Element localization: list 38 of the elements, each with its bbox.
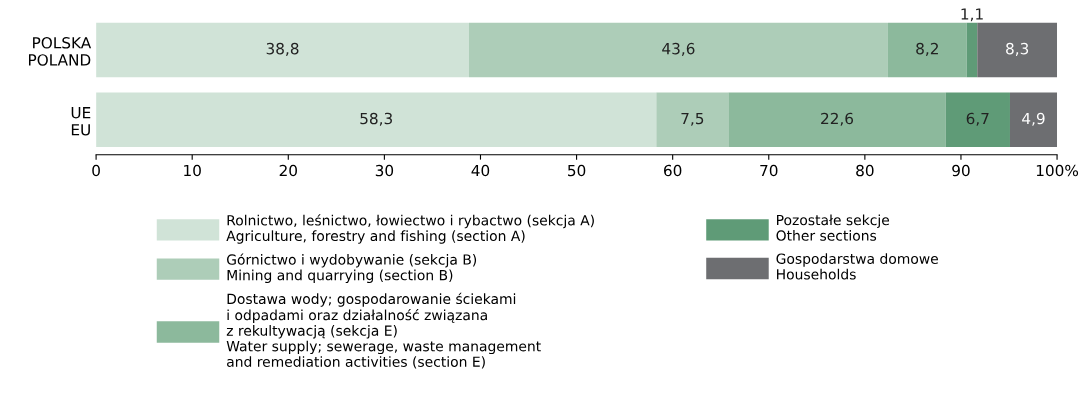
legend-label: Dostawa wody; gospodarowanie ściekami i odpadami oraz działalność związana z rekultywacją (sekcja E) Water supply; sewerage, waste management and remediation activities (section E) [226,292,541,369]
bar [728,92,946,148]
x-tick-label: 50 [568,164,586,177]
legend-label: Pozostałe sekcje Other sections [776,214,890,241]
x-tick-label: 40 [471,164,490,177]
data-label: 8,3 [1006,42,1029,56]
bar [1009,92,1058,148]
bar [887,22,967,78]
x-tick-label: 20 [279,164,297,177]
data-label: 58,3 [360,112,392,126]
data-label: 7,5 [681,112,704,126]
bar [977,22,1058,78]
y-tick-label: POLSKA POLAND [28,37,92,66]
x-tick-label: 90 [952,164,970,177]
x-tick-label: 10 [184,164,201,177]
data-label: 6,7 [966,112,989,126]
x-tick-label: 30 [375,164,394,177]
x-tick-label: 60 [664,164,682,177]
y-tick-label: UE EU [71,107,91,136]
data-label: 38,8 [266,42,299,56]
bar [945,92,1010,148]
legend-label: Górnictwo i wydobywanie (sekcja B) Mining and quarrying (section B) [226,253,477,284]
data-label: 8,2 [916,42,938,56]
data-label: 1,1 [961,8,983,22]
bar [656,92,729,148]
legend-label: Gospodarstwa domowe Households [776,253,938,280]
bar [468,22,888,78]
bar [96,22,469,78]
legend-label: Rolnictwo, leśnictwo, łowiectwo i rybactwo (sekcja A) Agriculture, forestry and fishing (section A) [226,214,594,244]
x-tick-label: 0 [92,164,100,177]
x-tick-label: 100% [1036,164,1079,177]
data-label: 4,9 [1022,112,1045,126]
data-label: 43,6 [662,42,695,56]
x-tick-label: 70 [760,164,778,177]
bar [96,92,657,148]
bar [966,22,978,78]
data-label: 22,6 [821,112,854,126]
x-tick-label: 80 [856,164,874,177]
